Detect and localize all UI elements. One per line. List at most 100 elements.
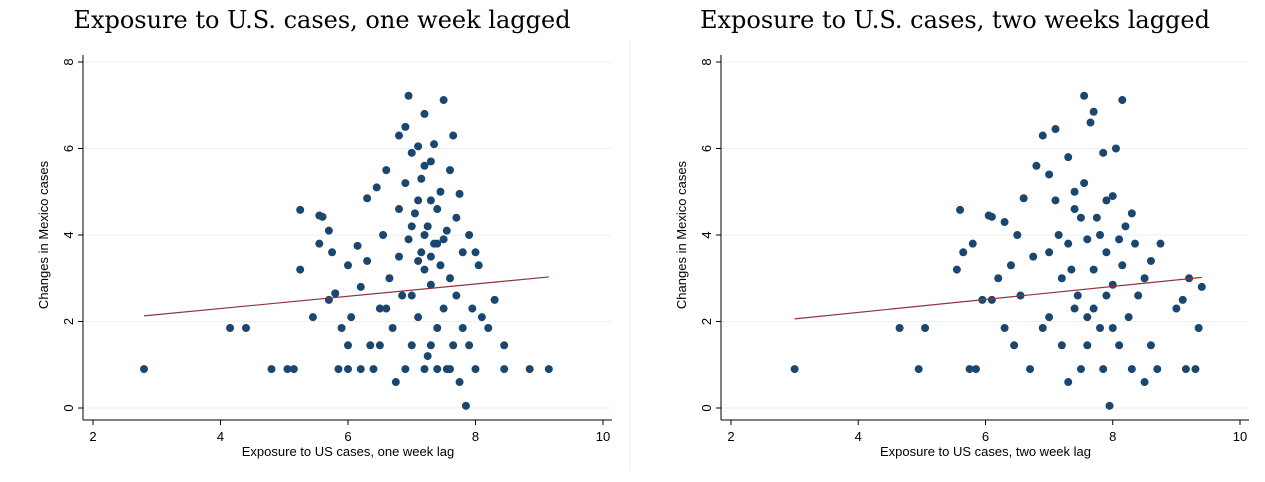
scatter-point xyxy=(433,323,442,332)
scatter-point xyxy=(1064,153,1073,162)
scatter-point xyxy=(315,239,324,248)
scatter-point xyxy=(968,239,977,248)
scatter-point xyxy=(1111,144,1120,153)
scatter-point xyxy=(375,341,384,350)
scatter-point xyxy=(404,235,413,244)
scatter-point xyxy=(407,222,416,231)
scatter-point xyxy=(296,205,305,214)
scatter-point xyxy=(1076,365,1085,374)
y-tick-label: 4 xyxy=(61,231,76,238)
scatter-point xyxy=(465,231,474,239)
scatter-point xyxy=(500,341,509,350)
y-tick-label: 2 xyxy=(699,318,714,325)
scatter-point xyxy=(1006,261,1015,270)
scatter-point xyxy=(436,261,445,270)
scatter-point xyxy=(420,161,429,170)
scatter-point xyxy=(1086,118,1095,127)
scatter-point xyxy=(895,323,904,332)
scatter-point xyxy=(455,189,464,198)
scatter-point xyxy=(1156,239,1165,248)
scatter-point xyxy=(420,231,429,239)
scatter-point xyxy=(1118,261,1127,270)
scatter-point xyxy=(356,282,365,291)
scatter-point xyxy=(1045,248,1054,257)
scatter-point xyxy=(1096,323,1105,332)
x-tick-label: 8 xyxy=(472,429,479,444)
scatter-point xyxy=(401,179,410,188)
scatter-point xyxy=(420,109,429,118)
scatter-point xyxy=(477,313,486,322)
scatter-point xyxy=(474,261,483,270)
scatter-point xyxy=(1038,323,1047,332)
scatter-point xyxy=(414,142,423,151)
scatter-point xyxy=(1194,323,1203,332)
scatter-point xyxy=(1013,231,1022,239)
scatter-point xyxy=(407,341,416,350)
x-tick-label: 10 xyxy=(596,429,610,444)
scatter-point xyxy=(1032,161,1041,170)
scatter-point xyxy=(1108,192,1117,201)
scatter-point xyxy=(433,365,442,374)
scatter-point xyxy=(344,341,352,350)
scatter-point xyxy=(344,261,352,270)
scatter-point xyxy=(994,274,1003,283)
scatter-point xyxy=(372,183,381,192)
scatter-point xyxy=(446,365,454,374)
scatter-point xyxy=(433,239,442,248)
fit-line xyxy=(143,276,549,317)
scatter-point xyxy=(328,248,337,257)
scatter-point xyxy=(417,174,426,183)
scatter-point xyxy=(382,304,391,313)
scatter-point xyxy=(375,304,384,313)
scatter-point xyxy=(442,226,451,235)
scatter-point xyxy=(347,313,356,322)
scatter-point xyxy=(987,295,996,304)
scatter-point xyxy=(1134,291,1143,300)
scatter-point xyxy=(1140,378,1149,387)
scatter-point xyxy=(490,295,499,304)
scatter-point xyxy=(407,291,416,300)
scatter-point xyxy=(363,194,372,203)
scatter-point xyxy=(468,304,477,313)
scatter-point xyxy=(414,256,423,265)
scatter-point xyxy=(426,252,435,261)
scatter-point xyxy=(449,341,458,350)
x-tick-label: 6 xyxy=(982,429,989,444)
scatter-point xyxy=(344,365,352,374)
scatter-point xyxy=(356,365,365,374)
scatter-point xyxy=(401,365,410,374)
scatter-point xyxy=(525,365,534,374)
fit-line xyxy=(794,276,1202,320)
scatter-point xyxy=(391,378,400,387)
scatter-point xyxy=(242,323,250,332)
scatter-point xyxy=(1080,179,1089,188)
scatter-point xyxy=(1099,365,1108,374)
scatter-point xyxy=(449,131,458,140)
scatter-point xyxy=(959,248,968,257)
scatter-point xyxy=(1089,304,1098,313)
y-axis-label: Changes in Mexico cases xyxy=(36,160,51,309)
x-tick-label: 2 xyxy=(89,429,96,444)
scatter-point xyxy=(1045,313,1054,322)
scatter-point xyxy=(452,291,461,300)
scatter-point xyxy=(956,205,965,214)
scatter-point xyxy=(1197,282,1206,291)
y-tick-label: 6 xyxy=(61,145,76,152)
scatter-point xyxy=(965,365,974,374)
scatter-point xyxy=(337,323,346,332)
scatter-point xyxy=(401,122,410,131)
scatter-point xyxy=(1099,148,1108,157)
scatter-point xyxy=(1115,235,1124,244)
scatter-point xyxy=(426,196,435,205)
scatter-point xyxy=(417,248,426,257)
scatter-point xyxy=(426,157,435,166)
scatter-point xyxy=(1029,252,1038,261)
scatter-point xyxy=(987,212,996,221)
y-tick-label: 2 xyxy=(61,318,76,325)
scatter-point xyxy=(1045,170,1054,179)
scatter-point xyxy=(1124,313,1133,322)
scatter-point xyxy=(430,140,439,149)
scatter-point xyxy=(1096,231,1105,239)
scatter-point xyxy=(433,205,442,214)
